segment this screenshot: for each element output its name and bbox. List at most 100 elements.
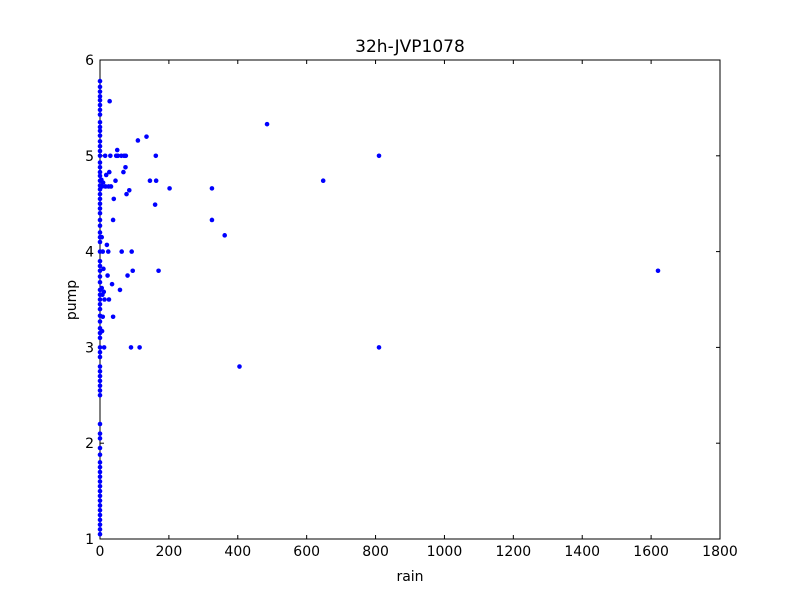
x-tick-label: 600: [293, 544, 320, 560]
data-point: [222, 233, 227, 238]
data-point: [97, 431, 103, 436]
data-point: [156, 268, 161, 274]
data-point: [97, 393, 103, 398]
y-tick-label: 4: [85, 245, 94, 261]
data-point: [97, 421, 103, 427]
data-point: [97, 148, 103, 154]
data-point: [97, 143, 103, 149]
y-tick-label: 5: [85, 149, 94, 165]
data-point: [99, 328, 105, 334]
data-point: [128, 345, 134, 350]
data-point: [100, 180, 106, 185]
data-point: [97, 297, 103, 302]
data-point: [97, 503, 103, 508]
data-point: [97, 128, 103, 134]
data-point: [97, 517, 103, 523]
data-point: [97, 191, 103, 197]
data-point: [97, 196, 103, 202]
data-point: [97, 464, 103, 470]
data-point: [320, 178, 326, 184]
plot-area: [99, 59, 721, 540]
x-tick-label: 800: [362, 544, 389, 560]
x-tick-label: 200: [156, 544, 183, 560]
x-axis: 0 200 400 600 800 1000 1200 1400 1600 1800: [96, 60, 738, 560]
data-point: [153, 153, 159, 159]
data-point: [97, 210, 103, 216]
data-point: [97, 452, 103, 457]
data-point: [97, 469, 103, 475]
y-tick-label: 6: [85, 53, 94, 69]
data-point: [97, 512, 103, 518]
data-point: [123, 164, 128, 170]
data-point: [97, 354, 103, 360]
data-point: [376, 153, 382, 159]
data-point: [107, 98, 112, 104]
data-point: [129, 249, 134, 254]
data-point: [97, 388, 103, 393]
chart-title: 32h-JVP1078: [355, 37, 465, 57]
data-point: [110, 217, 116, 223]
data-point: [137, 345, 142, 350]
data-point: [101, 266, 106, 272]
data-point: [655, 268, 661, 274]
data-point: [135, 138, 141, 143]
data-point: [147, 178, 153, 184]
data-point: [110, 314, 116, 320]
data-point: [99, 234, 105, 240]
data-point: [115, 153, 121, 159]
data-point: [237, 364, 242, 369]
data-point: [97, 112, 103, 117]
data-point: [101, 289, 107, 295]
data-point: [108, 153, 113, 159]
data-point: [124, 191, 129, 197]
data-point: [97, 84, 103, 90]
data-point: [376, 345, 382, 350]
data-point: [97, 479, 103, 484]
data-point: [97, 345, 103, 350]
y-tick-label: 1: [85, 532, 94, 548]
data-point: [97, 169, 103, 175]
data-point: [97, 364, 103, 369]
data-point: [97, 97, 103, 103]
data-point: [97, 230, 103, 235]
data-point: [100, 314, 106, 320]
data-point: [97, 301, 103, 307]
data-point: [102, 153, 108, 159]
data-point: [97, 223, 103, 229]
data-point: [97, 133, 103, 138]
data-point: [97, 527, 103, 532]
data-point: [97, 460, 103, 465]
data-point: [167, 186, 172, 191]
y-axis: 1 2 3 4 5 6: [85, 53, 720, 548]
data-point: [97, 474, 103, 480]
data-point: [97, 164, 103, 170]
data-point: [126, 187, 132, 193]
data-point: [99, 285, 105, 291]
data-point: [125, 273, 130, 278]
x-tick-label: 0: [96, 544, 105, 560]
x-axis-label: rain: [396, 569, 423, 585]
data-point: [100, 249, 106, 254]
data-point: [97, 206, 103, 211]
data-point: [97, 239, 103, 245]
data-point: [264, 121, 270, 127]
data-point: [97, 124, 103, 130]
data-point: [97, 160, 103, 165]
y-tick-label: 2: [85, 436, 94, 452]
data-point: [111, 196, 117, 202]
data-point: [108, 184, 114, 189]
data-point: [113, 178, 118, 184]
data-point: [97, 498, 103, 503]
data-point: [97, 349, 103, 355]
data-point: [99, 184, 105, 189]
data-point: [97, 258, 103, 264]
data-point: [97, 139, 103, 144]
data-point: [97, 488, 103, 494]
x-tick-label: 1400: [564, 544, 600, 560]
data-point: [103, 172, 109, 178]
data-point: [105, 273, 110, 278]
data-point: [97, 94, 103, 99]
data-point: [97, 279, 103, 285]
data-point: [102, 297, 107, 302]
